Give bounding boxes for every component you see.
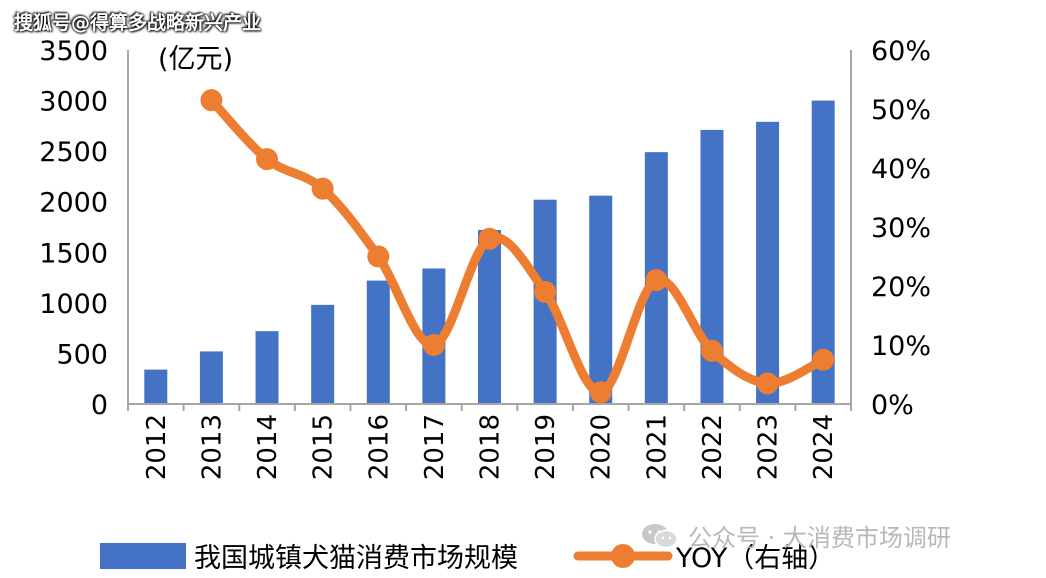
yoy-point-2019 [534,280,557,303]
left-tick-label: 1000 [39,289,108,320]
left-tick-label: 0 [91,390,108,421]
x-tick-label-2018: 2018 [476,414,506,480]
x-tick-label-2017: 2017 [420,414,450,480]
bar-2012 [144,369,168,404]
yoy-point-2014 [256,148,279,171]
legend-line-label: YOY（右轴） [675,543,835,574]
bar-2018 [478,230,501,404]
left-tick-label: 3000 [39,87,108,118]
watermark-bottom: 公众号 · 大消费市场调研 [640,518,951,553]
right-tick-label: 0% [871,390,914,421]
watermark-top: 搜狐号@得算多战略新兴产业 [14,12,262,34]
yoy-point-2015 [311,177,334,200]
x-tick-label-2015: 2015 [309,414,339,480]
left-tick-label: 1500 [39,238,108,269]
x-tick-label-2023: 2023 [754,414,784,480]
yoy-point-2021 [645,269,668,292]
x-tick-label-2016: 2016 [364,414,394,480]
yoy-point-2013 [200,89,223,112]
right-tick-label: 50% [871,95,931,126]
right-tick-label: 30% [871,213,931,244]
left-tick-label: 500 [56,339,108,370]
right-tick-label: 40% [871,154,931,185]
bar-2024 [811,100,835,405]
left-tick-label: 2500 [39,137,108,168]
bar-2013 [199,351,223,404]
yoy-line [206,95,828,397]
legend-bar-swatch [100,543,186,569]
x-tick-label-2024: 2024 [809,414,839,480]
bar-2020 [589,195,613,404]
left-tick-label: 2000 [39,188,108,219]
right-tick-label: 60% [871,36,931,67]
yoy-point-2022 [700,339,723,362]
x-tick-label-2012: 2012 [142,414,172,480]
x-tick-label-2014: 2014 [253,414,283,480]
wechat-icon [642,523,678,548]
right-tick-label: 10% [871,331,931,362]
x-tick-label-2022: 2022 [698,414,728,480]
yoy-point-2024 [812,348,835,371]
bar-2023 [756,121,780,404]
x-tick-label-2013: 2013 [197,414,227,480]
yoy-point-2018 [478,227,501,250]
legend-bar-label: 我国城镇犬猫消费市场规模 [194,543,518,574]
bar-2022 [700,129,724,404]
x-tick-label-2020: 2020 [587,414,617,480]
yoy-point-2016 [367,245,390,268]
yoy-point-2023 [756,372,779,395]
yoy-point-2020 [589,381,612,404]
yoy-point-2017 [422,334,445,356]
watermark-bottom-text: 公众号 · 大消费市场调研 [688,524,951,552]
bar-2014 [255,331,279,404]
bar-2016 [366,280,390,404]
x-tick-label-2021: 2021 [642,414,672,480]
bar-2015 [311,304,335,404]
x-tick-label-2019: 2019 [531,414,561,480]
legend-line-marker [611,544,635,568]
left-axis-unit: (亿元) [158,44,233,75]
right-tick-label: 20% [871,272,931,303]
left-tick-label: 3500 [39,36,108,67]
